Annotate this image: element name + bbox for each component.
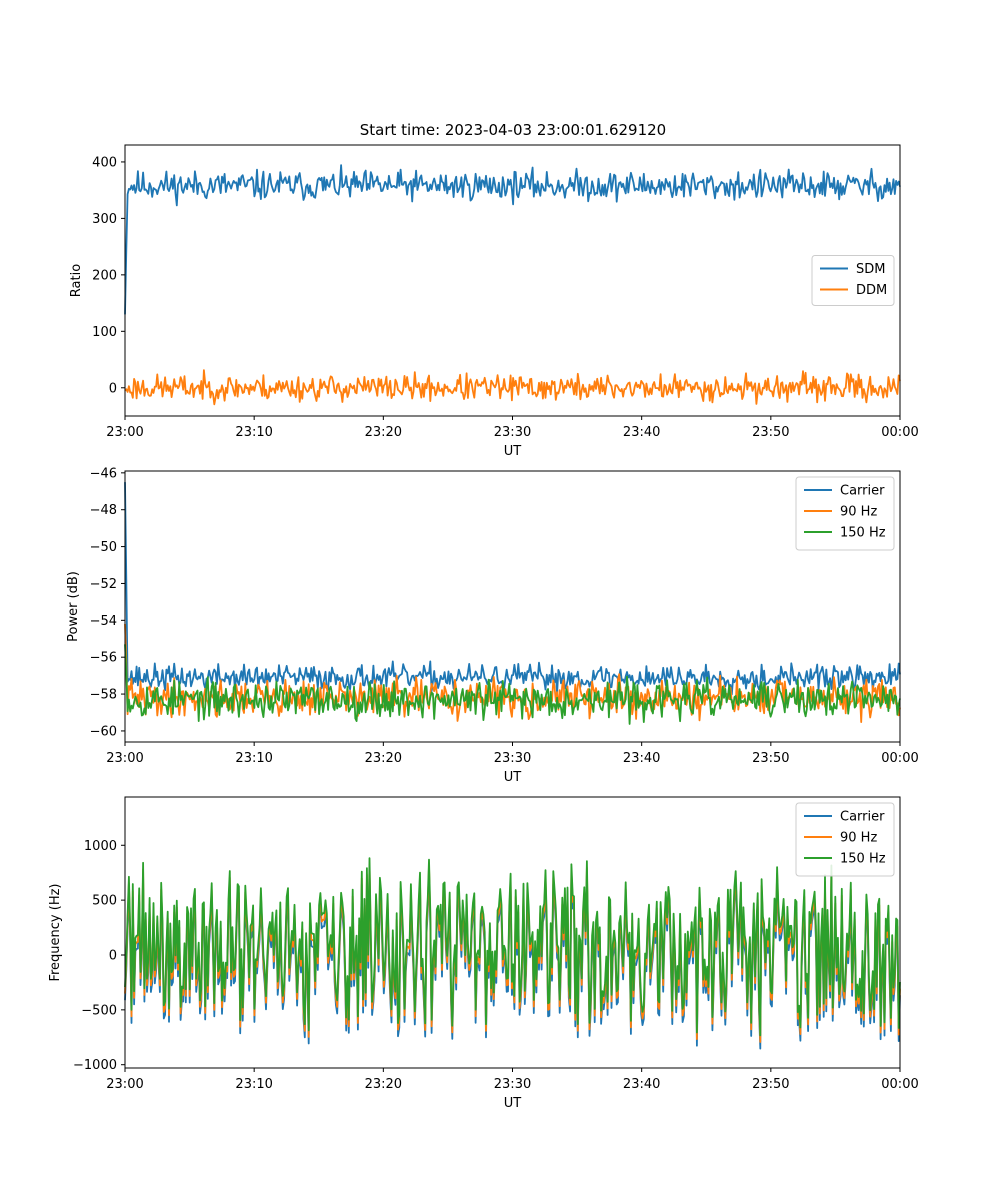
legend-label: Carrier [840, 484, 885, 499]
x-axis: 23:00 23:10 23:20 23:30 23:40 23:50 00:00 [106, 416, 919, 440]
chart-panel-3: 23:00 23:10 23:20 23:30 23:40 23:50 00:00 UT 100… [48, 796, 919, 1111]
y-tick-label: −46 [90, 466, 117, 481]
x-tick-label: 23:40 [623, 1077, 660, 1092]
x-axis-label: UT [504, 770, 522, 785]
y-tick-label: 200 [92, 268, 117, 283]
y-axis: 1000 500 0 −500 −1000 [73, 839, 125, 1073]
legend-label: DDM [856, 283, 887, 298]
y-tick-label: 100 [92, 325, 117, 340]
y-tick-label: −1000 [73, 1058, 117, 1073]
x-tick-label: 23:20 [365, 751, 402, 766]
y-tick-label: −54 [90, 614, 117, 629]
legend-label: SDM [856, 262, 885, 277]
y-tick-label: 300 [92, 212, 117, 227]
y-tick-label: 500 [92, 894, 117, 909]
figure-title: Start time: 2023-04-03 23:00:01.629120 [360, 121, 666, 139]
x-tick-label: 23:10 [235, 751, 272, 766]
x-tick-label: 00:00 [881, 1077, 918, 1092]
x-tick-label: 23:30 [494, 1077, 531, 1092]
y-tick-label: −52 [90, 577, 117, 592]
y-tick-label: 0 [109, 381, 117, 396]
x-tick-label: 23:20 [365, 425, 402, 440]
plot-area [124, 164, 901, 406]
y-tick-label: −50 [90, 540, 117, 555]
plot-area [124, 482, 901, 725]
x-tick-label: 23:40 [623, 425, 660, 440]
x-tick-label: 23:00 [106, 1077, 143, 1092]
series-line-150-hz [124, 644, 901, 725]
chart-panel-1: 23:00 23:10 23:20 23:30 23:40 23:50 00:00 UT 400… [69, 144, 919, 459]
legend-label: 150 Hz [840, 526, 886, 541]
x-axis-label: UT [504, 1096, 522, 1111]
y-tick-label: 400 [92, 155, 117, 170]
x-tick-label: 23:50 [752, 1077, 789, 1092]
y-axis: −46 −48 −50 −52 −54 −56 −58 −60 [90, 466, 125, 739]
legend-label: 90 Hz [840, 831, 877, 846]
y-tick-label: −56 [90, 651, 117, 666]
y-tick-label: −48 [90, 503, 117, 518]
legend: Carrier 90 Hz 150 Hz [795, 476, 895, 551]
x-tick-label: 00:00 [881, 425, 918, 440]
y-axis-label: Ratio [69, 264, 84, 297]
x-tick-label: 23:00 [106, 425, 143, 440]
x-tick-label: 23:50 [752, 425, 789, 440]
y-axis: 400 300 200 100 0 [92, 155, 125, 396]
y-tick-label: 0 [109, 948, 117, 963]
x-axis: 23:00 23:10 23:20 23:30 23:40 23:50 00:00 [106, 742, 919, 766]
chart-panels: 23:00 23:10 23:20 23:30 23:40 23:50 00:00 UT 400… [48, 144, 919, 1111]
x-tick-label: 23:20 [365, 1077, 402, 1092]
y-axis-label: Frequency (Hz) [48, 883, 63, 981]
y-tick-label: 1000 [84, 839, 117, 854]
x-tick-label: 23:50 [752, 751, 789, 766]
x-tick-label: 23:30 [494, 751, 531, 766]
legend: Carrier 90 Hz 150 Hz [795, 802, 895, 877]
x-tick-label: 23:10 [235, 1077, 272, 1092]
legend-label: 150 Hz [840, 852, 886, 867]
series-line-carrier [124, 482, 901, 696]
y-tick-label: −58 [90, 688, 117, 703]
series-line-sdm [124, 164, 901, 315]
plot-area [124, 857, 901, 1050]
x-axis: 23:00 23:10 23:20 23:30 23:40 23:50 00:00 [106, 1068, 919, 1092]
legend-label: Carrier [840, 810, 885, 825]
x-tick-label: 23:30 [494, 425, 531, 440]
chart-panel-2: 23:00 23:10 23:20 23:30 23:40 23:50 00:00 UT −46… [66, 466, 919, 785]
legend-label: 90 Hz [840, 505, 877, 520]
x-tick-label: 23:40 [623, 751, 660, 766]
legend: SDM DDM [811, 255, 895, 306]
y-axis-label: Power (dB) [66, 571, 81, 642]
x-tick-label: 23:10 [235, 425, 272, 440]
y-tick-label: −60 [90, 724, 117, 739]
x-tick-label: 00:00 [881, 751, 918, 766]
series-line-150-hz [124, 857, 901, 1037]
x-tick-label: 23:00 [106, 751, 143, 766]
x-axis-label: UT [504, 444, 522, 459]
series-line-ddm [124, 369, 901, 406]
y-tick-label: −500 [81, 1003, 117, 1018]
